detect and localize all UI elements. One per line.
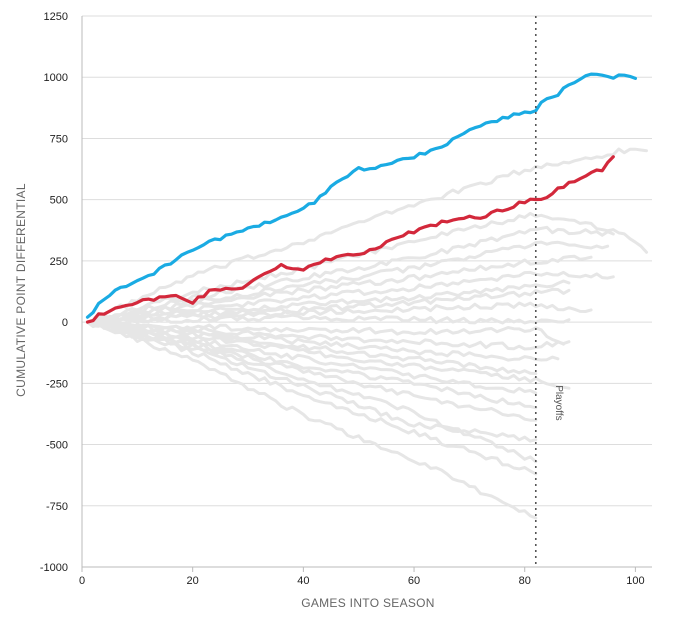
y-tick-label: 0	[62, 317, 68, 329]
gridlines	[82, 15, 652, 507]
y-axis-title: CUMULATIVE POINT DIFFERENTIAL	[14, 183, 28, 397]
background-series-line	[86, 320, 560, 362]
x-axis-title: GAMES INTO SEASON	[301, 596, 435, 610]
x-tick-label: 60	[408, 575, 420, 587]
x-tick-label: 100	[626, 575, 644, 587]
y-tick-label: 1000	[44, 72, 68, 84]
y-tick-labels: 1250 1000 750 500 250 0 -250 -500 -750 -1000	[40, 11, 68, 574]
red-team-series-line	[85, 155, 615, 324]
x-tick-label: 80	[519, 575, 531, 587]
background-series-line	[86, 301, 593, 326]
highlight-series-group	[85, 72, 637, 324]
background-series-line	[86, 320, 538, 375]
background-series-line	[86, 147, 648, 324]
background-series-line	[86, 240, 610, 326]
background-series-line	[86, 320, 538, 395]
background-series-line	[86, 320, 538, 443]
x-tick-label: 0	[79, 575, 85, 587]
background-series-line	[86, 320, 538, 520]
axes	[81, 16, 652, 568]
y-tick-label: 750	[50, 133, 68, 145]
playoffs-label: Playoffs	[553, 385, 564, 420]
y-tick-label: 1250	[44, 11, 68, 23]
y-tick-label: 250	[50, 256, 68, 268]
y-tick-label: -500	[46, 440, 68, 452]
background-series-line	[86, 254, 593, 326]
background-series-line	[86, 313, 571, 327]
y-tick-label: -1000	[40, 562, 68, 574]
x-tick-label: 40	[297, 575, 309, 587]
y-tick-label: -750	[46, 501, 68, 513]
y-tick-label: -250	[46, 378, 68, 390]
y-tick-label: 500	[50, 195, 68, 207]
playoffs-annotation: Playoffs	[534, 16, 564, 567]
x-tick-labels: 0 20 40 60 80 100	[79, 567, 645, 587]
background-series-line	[86, 225, 615, 325]
blue-team-series-line	[85, 72, 637, 319]
background-series-group	[86, 147, 648, 520]
background-series-line	[86, 320, 538, 476]
background-series-line	[86, 279, 571, 326]
x-tick-label: 20	[187, 575, 199, 587]
